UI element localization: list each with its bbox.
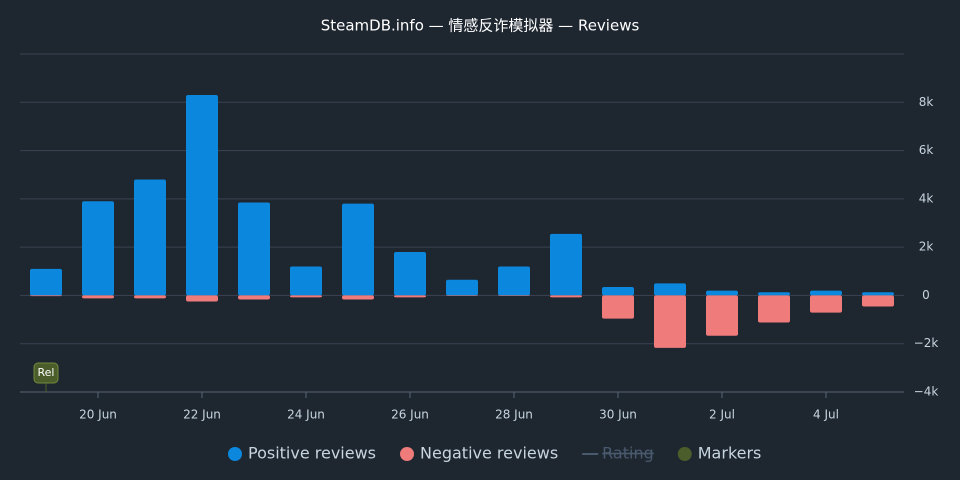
- bar: [758, 295, 790, 323]
- bar: [602, 286, 634, 296]
- bar: [550, 233, 582, 296]
- bar: [186, 295, 218, 302]
- y-tick-label: −4k: [914, 385, 939, 399]
- x-tick-label: 24 Jun: [287, 408, 325, 422]
- bar: [602, 295, 634, 319]
- bar: [810, 290, 842, 296]
- legend-item[interactable]: Negative reviews: [400, 444, 558, 463]
- bar: [498, 266, 530, 296]
- bar: [186, 95, 218, 296]
- legend-item[interactable]: Positive reviews: [228, 444, 376, 463]
- legend-item[interactable]: Markers: [677, 444, 762, 463]
- x-tick-label: 2 Jul: [709, 408, 735, 422]
- bar: [342, 295, 374, 300]
- x-tick-label: 4 Jul: [813, 408, 839, 422]
- y-tick-label: 2k: [919, 240, 934, 254]
- y-tick-label: −2k: [914, 336, 939, 350]
- bar: [394, 251, 426, 296]
- legend-item[interactable]: Rating: [582, 444, 654, 463]
- bar: [342, 203, 374, 296]
- bar: [706, 295, 738, 336]
- bar: [290, 295, 322, 298]
- legend-label[interactable]: Rating: [602, 444, 654, 463]
- legend-label[interactable]: Negative reviews: [420, 444, 558, 463]
- legend-label[interactable]: Positive reviews: [248, 444, 376, 463]
- x-tick-label: 20 Jun: [79, 408, 117, 422]
- bar: [134, 179, 166, 296]
- bar: [654, 295, 686, 348]
- bar: [706, 290, 738, 296]
- bar: [862, 292, 894, 296]
- marker-box: [33, 362, 59, 384]
- bar: [446, 279, 478, 296]
- x-tick-label: 26 Jun: [391, 408, 429, 422]
- legend-symbol[interactable]: [228, 447, 242, 461]
- chart-title: SteamDB.info — 情感反诈模拟器 — Reviews: [321, 17, 640, 35]
- bar: [394, 295, 426, 298]
- bar: [238, 202, 270, 296]
- bar: [290, 266, 322, 296]
- legend-symbol[interactable]: [677, 447, 692, 461]
- bar: [238, 295, 270, 300]
- bar: [82, 201, 114, 296]
- bar: [30, 295, 62, 297]
- bar: [550, 295, 582, 298]
- bar: [82, 295, 114, 299]
- y-tick-label: 6k: [919, 143, 934, 157]
- x-tick-label: 28 Jun: [495, 408, 533, 422]
- marker-label: Rel: [38, 366, 55, 379]
- bar: [758, 292, 790, 296]
- bar: [134, 295, 166, 299]
- bar: [810, 295, 842, 313]
- x-tick-label: 30 Jun: [599, 408, 637, 422]
- bar: [862, 295, 894, 307]
- y-tick-label: 4k: [919, 191, 934, 205]
- x-tick-label: 22 Jun: [183, 408, 221, 422]
- bar: [654, 283, 686, 296]
- y-tick-label: 8k: [919, 95, 934, 109]
- legend-symbol[interactable]: [400, 447, 415, 461]
- bar: [30, 268, 62, 296]
- legend-label[interactable]: Markers: [698, 444, 762, 463]
- y-tick-label: 0: [922, 288, 930, 302]
